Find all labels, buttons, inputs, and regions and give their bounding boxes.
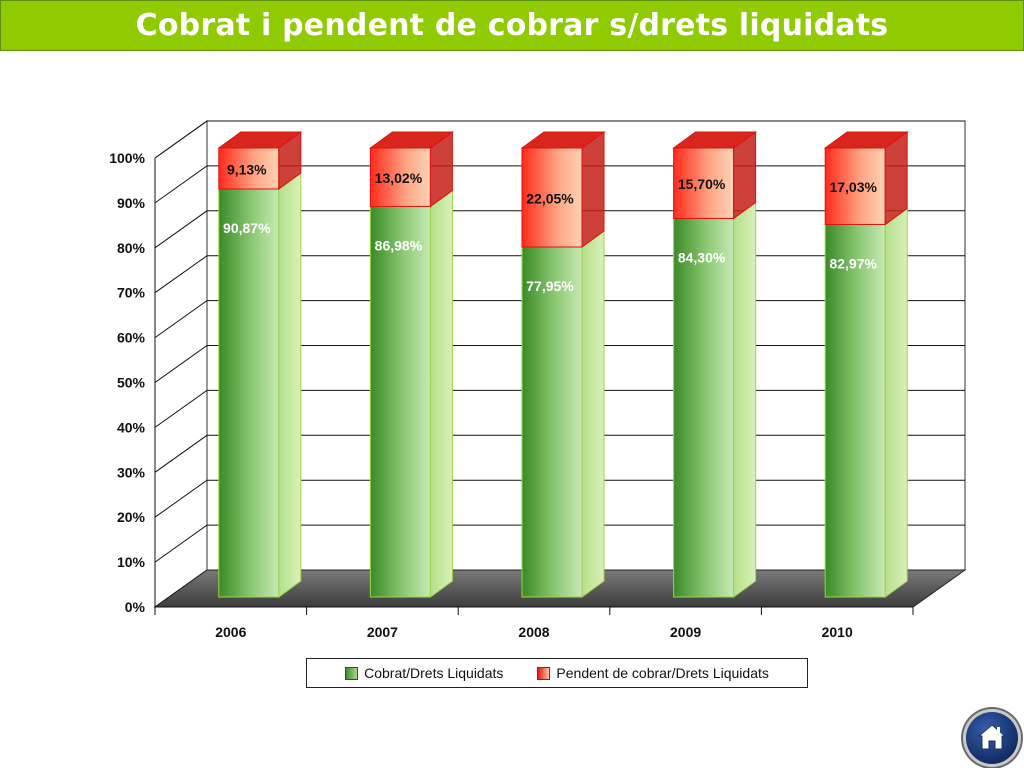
bar-cobrat bbox=[673, 217, 735, 598]
bar-cobrat-side bbox=[429, 189, 453, 598]
data-label-cobrat: 84,30% bbox=[678, 249, 726, 265]
data-label-cobrat: 82,97% bbox=[829, 255, 877, 271]
data-label-cobrat: 86,98% bbox=[375, 237, 423, 253]
gridline bbox=[154, 120, 965, 159]
data-label-pendent: 13,02% bbox=[375, 170, 423, 186]
y-tick-label: 50% bbox=[117, 375, 146, 391]
data-label-pendent: 22,05% bbox=[526, 191, 574, 207]
bar-cobrat bbox=[521, 246, 583, 598]
bar-pendent-side bbox=[581, 131, 605, 248]
legend-label-cobrat: Cobrat/Drets Liquidats bbox=[364, 665, 504, 681]
x-tick-label: 2006 bbox=[215, 624, 246, 640]
data-label-pendent: 9,13% bbox=[227, 161, 267, 177]
x-tick-label: 2010 bbox=[822, 624, 853, 640]
bar-pendent-top bbox=[823, 131, 909, 149]
y-tick-label: 60% bbox=[117, 330, 146, 346]
legend-item-pendent: Pendent de cobrar/Drets Liquidats bbox=[537, 665, 769, 681]
y-tick-label: 0% bbox=[125, 599, 146, 615]
legend-swatch-pendent bbox=[537, 666, 551, 680]
y-tick-label: 10% bbox=[117, 554, 146, 570]
bar-pendent-top bbox=[520, 131, 606, 149]
legend-item-cobrat: Cobrat/Drets Liquidats bbox=[345, 665, 503, 681]
chart: 0% 10% 20% 30% 40% 50% 60% 70% 80% 90% 100% 2006 200… bbox=[109, 120, 967, 640]
data-label-cobrat: 90,87% bbox=[223, 220, 271, 236]
bar-pendent-top bbox=[217, 131, 303, 149]
y-tick-label: 90% bbox=[117, 195, 146, 211]
bar-cobrat-side bbox=[581, 230, 605, 598]
data-label-cobrat: 77,95% bbox=[526, 278, 574, 294]
bar-cobrat bbox=[824, 223, 886, 598]
legend-label-pendent: Pendent de cobrar/Drets Liquidats bbox=[556, 665, 769, 681]
chart-legend: Cobrat/Drets Liquidats Pendent de cobrar… bbox=[306, 658, 808, 688]
bar-pendent-top bbox=[368, 131, 454, 149]
bar-pendent bbox=[521, 147, 583, 248]
bar-pendent bbox=[824, 147, 886, 225]
x-tick-label: 2007 bbox=[367, 624, 398, 640]
y-tick-label: 40% bbox=[117, 419, 146, 435]
y-tick-label: 20% bbox=[117, 509, 146, 525]
page-title: Cobrat i pendent de cobrar s/drets liqui… bbox=[135, 8, 889, 43]
bar-cobrat-side bbox=[278, 172, 302, 598]
bar-cobrat bbox=[218, 188, 280, 598]
data-label-pendent: 15,70% bbox=[678, 176, 726, 192]
x-tick-label: 2009 bbox=[670, 624, 701, 640]
y-tick-label: 100% bbox=[109, 150, 145, 166]
bar-cobrat-side bbox=[733, 201, 757, 598]
title-bar: Cobrat i pendent de cobrar s/drets liqui… bbox=[0, 0, 1024, 51]
y-tick-label: 80% bbox=[117, 240, 146, 256]
y-tick-label: 70% bbox=[117, 285, 146, 301]
home-button[interactable] bbox=[966, 712, 1018, 764]
bar-cobrat-side bbox=[884, 207, 908, 598]
home-icon bbox=[977, 724, 1007, 750]
legend-swatch-cobrat bbox=[345, 666, 359, 680]
y-tick-label: 30% bbox=[117, 464, 146, 480]
data-label-pendent: 17,03% bbox=[829, 179, 877, 195]
x-tick-label: 2008 bbox=[518, 624, 549, 640]
bar-pendent-top bbox=[672, 131, 758, 149]
bar-cobrat bbox=[369, 205, 431, 598]
